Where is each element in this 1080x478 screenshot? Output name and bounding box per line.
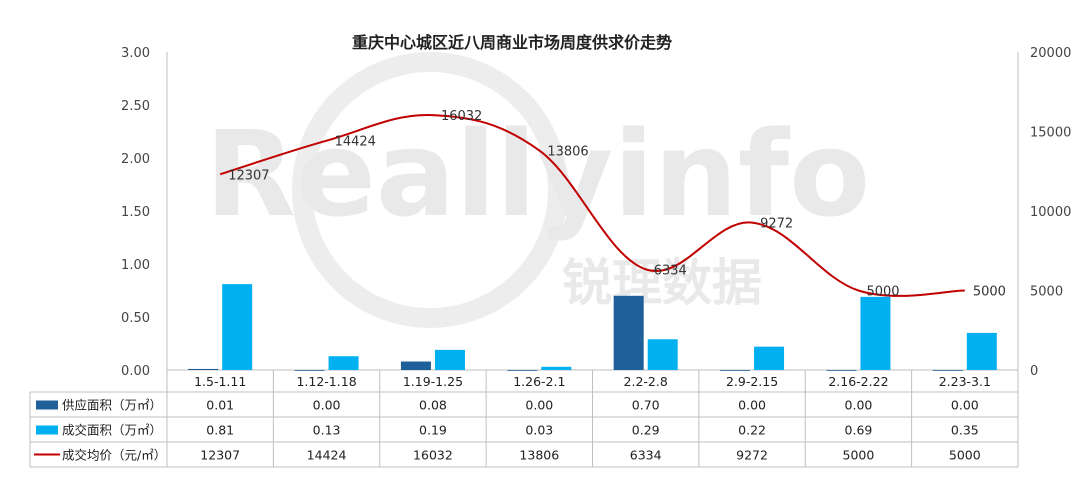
bar-deal-3 [541, 366, 572, 370]
table-cell-0-6: 0.00 [845, 398, 873, 413]
y-left-tick-label: 0.00 [121, 364, 150, 379]
table-cell-0-2: 0.08 [419, 398, 447, 413]
category-label-3: 1.26-2.1 [513, 374, 565, 389]
category-label-2: 1.19-1.25 [403, 374, 463, 389]
price-line-path [219, 114, 965, 297]
y-right-tick-label: 10000 [1030, 205, 1071, 220]
y-left-tick-label: 2.00 [121, 152, 150, 167]
data-table: 1.5-1.11 1.12-1.18 1.19-1.25 1.26-2.1 2.2-2.… [29, 370, 1019, 468]
table-cell-1-2: 0.19 [419, 423, 447, 438]
legend-label-1: 成交面积（万㎡） [62, 423, 162, 438]
price-line [219, 114, 965, 297]
bar-deal-7 [966, 332, 997, 370]
y-left-tick-label: 0.50 [121, 311, 150, 326]
bar-deal-5 [754, 346, 785, 370]
price-data-label-1: 14424 [335, 135, 376, 150]
bar-deal-6 [860, 296, 891, 370]
y-left-tick-label: 2.50 [121, 99, 150, 114]
legend-key-0 [36, 400, 58, 410]
table-cell-0-7: 0.00 [951, 398, 979, 413]
bar-supply-0 [188, 368, 219, 370]
y-left-tick-label: 1.00 [121, 258, 150, 273]
legend-key-1 [36, 425, 58, 435]
y-right-tick-label: 20000 [1030, 46, 1071, 61]
bar-supply-4 [613, 295, 644, 370]
table-cell-1-6: 0.69 [845, 423, 873, 438]
bar-supply-1 [294, 370, 325, 371]
y-right-tick-label: 5000 [1030, 285, 1063, 300]
price-data-label-4: 6334 [654, 263, 687, 278]
table-cell-1-1: 0.13 [313, 423, 341, 438]
category-label-6: 2.16-2.22 [828, 374, 888, 389]
chart-title: 重庆中心城区近八周商业市场周度供求价走势 [352, 33, 672, 52]
table-cell-0-0: 0.01 [206, 398, 234, 413]
watermark-brand: Reallyinfo [205, 105, 870, 243]
y-left-tick-label: 3.00 [121, 46, 150, 61]
bar-deal-4 [647, 339, 678, 370]
table-cell-1-0: 0.81 [206, 423, 234, 438]
table-cell-2-5: 9272 [736, 448, 768, 463]
table-cell-2-1: 14424 [307, 448, 347, 463]
watermark-brand-cn: 锐理数据 [562, 254, 762, 312]
table-cell-1-4: 0.29 [632, 423, 660, 438]
table-cell-2-4: 6334 [630, 448, 662, 463]
y-right-tick-label: 15000 [1030, 126, 1071, 141]
table-cell-2-2: 16032 [413, 448, 453, 463]
price-data-label-6: 5000 [866, 285, 899, 300]
bar-deal-0 [222, 284, 253, 370]
price-data-label-3: 13806 [547, 144, 588, 159]
bars [188, 284, 997, 371]
bar-deal-2 [434, 349, 465, 370]
bar-supply-5 [720, 370, 751, 371]
table-cell-0-4: 0.70 [632, 398, 660, 413]
table-cell-0-1: 0.00 [313, 398, 341, 413]
y-right-tick-label: 0 [1030, 364, 1038, 379]
table-cell-1-5: 0.22 [738, 423, 766, 438]
bar-deal-1 [328, 356, 359, 370]
table-cell-0-3: 0.00 [525, 398, 553, 413]
watermark: Reallyinfo 锐理数据 [205, 52, 870, 328]
table-cell-2-3: 13806 [519, 448, 559, 463]
table-cell-1-7: 0.35 [951, 423, 979, 438]
price-data-label-0: 12307 [228, 168, 269, 183]
category-label-7: 2.23-3.1 [939, 374, 991, 389]
bar-supply-3 [507, 370, 538, 371]
table-cell-2-0: 12307 [200, 448, 240, 463]
legend-label-2: 成交均价（元/㎡） [62, 448, 166, 463]
bar-supply-7 [932, 370, 963, 371]
bar-supply-2 [400, 361, 431, 370]
price-data-label-5: 9272 [760, 217, 793, 232]
table-cell-1-3: 0.03 [525, 423, 553, 438]
category-label-5: 2.9-2.15 [726, 374, 778, 389]
price-data-label-2: 16032 [441, 109, 482, 124]
table-cell-0-5: 0.00 [738, 398, 766, 413]
y-left-tick-label: 1.50 [121, 205, 150, 220]
data-labels: 12307 14424 16032 13806 6334 9272 5000 5000 [228, 109, 1006, 299]
table-cell-2-7: 5000 [949, 448, 981, 463]
bar-supply-6 [826, 370, 857, 371]
table-cell-2-6: 5000 [843, 448, 875, 463]
category-label-4: 2.2-2.8 [624, 374, 668, 389]
price-data-label-7: 5000 [973, 285, 1006, 300]
category-label-1: 1.12-1.18 [296, 374, 356, 389]
category-label-0: 1.5-1.11 [194, 374, 246, 389]
legend-label-0: 供应面积（万㎡） [62, 398, 162, 413]
